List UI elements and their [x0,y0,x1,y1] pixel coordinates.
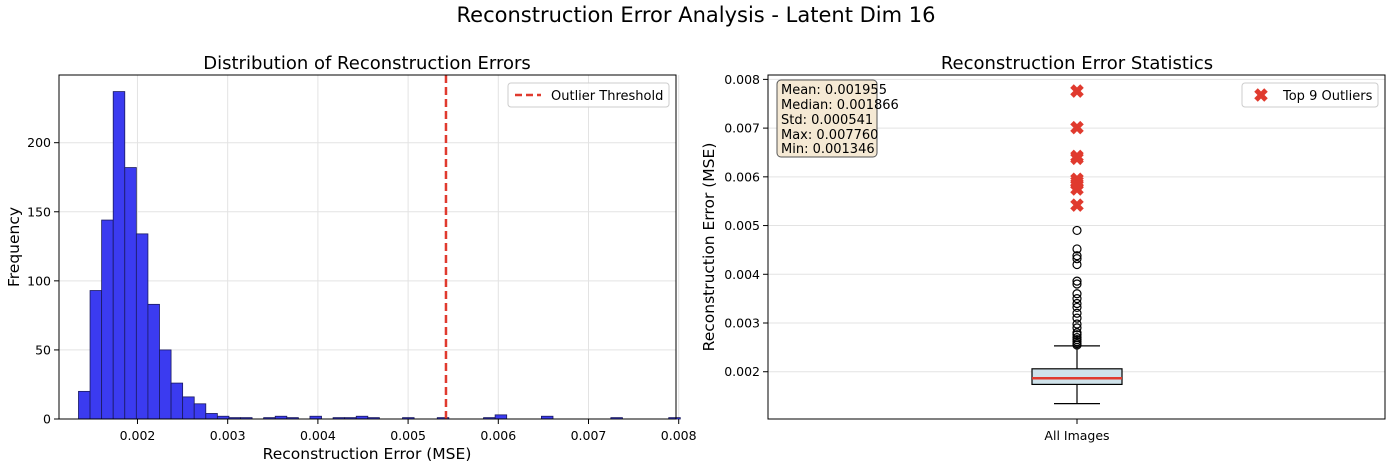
stat-max: Max: 0.007760 [781,128,878,143]
histogram-title: Distribution of Reconstruction Errors [203,53,531,74]
top-outlier-marker [1070,151,1084,166]
histogram-x-tick-label: 0.003 [210,428,246,443]
boxplot-y-tick-label: 0.006 [724,169,760,184]
top-outlier-marker [1070,84,1084,98]
histogram-bar [89,290,103,420]
stat-median: Median: 0.001866 [781,98,899,113]
histogram-x-tick-label: 0.007 [571,428,607,443]
histogram-y-tick-label: 150 [27,204,51,219]
top-outlier-marker [1070,182,1084,196]
boxplot-panel: Reconstruction Error Statistics 0.0020.0… [700,53,1386,443]
boxplot-y-tick-label: 0.004 [724,267,760,282]
flier-point [1072,302,1082,313]
flier-point [1072,323,1082,333]
flier-point [1072,289,1082,299]
histogram-y-tick-label: 100 [27,273,51,288]
histogram-legend: Outlier Threshold [507,82,670,108]
histogram-bar [193,403,207,420]
histogram-bar [78,390,91,420]
boxplot-y-tick-label: 0.002 [724,364,760,379]
histogram-y-tick-label: 0 [43,412,51,427]
boxplot-y-tick-label: 0.007 [724,121,760,136]
boxplot-box [1031,345,1123,405]
stat-mean: Mean: 0.001955 [781,83,887,98]
boxplot-y-axis-label: Reconstruction Error (MSE) [700,143,718,352]
histogram-bar [101,219,114,420]
outlier-legend-swatch [1254,88,1268,102]
interquartile-box [1031,368,1123,386]
flier-point [1072,251,1082,261]
top-outlier-marker [1070,198,1084,212]
boxplot-y-tick-label: 0.005 [724,218,760,233]
flier-point [1072,259,1082,270]
histogram-y-tick-label: 50 [35,342,51,357]
stats-textbox: Mean: 0.001955 Median: 0.001866 Std: 0.0… [776,79,899,158]
flier-point [1072,298,1082,309]
top-outlier-markers [1070,84,1084,212]
flier-point [1072,319,1082,329]
histogram-x-tick-label: 0.006 [480,428,516,443]
histogram-bars [78,91,681,420]
flier-point [1072,279,1082,289]
flier-point [1072,294,1082,304]
flier-point [1072,254,1082,264]
histogram-bar [205,413,218,420]
histogram-grid [59,75,680,420]
boxplot-category-label: All Images [1044,428,1109,443]
histogram-bar [170,382,184,420]
threshold-legend-label: Outlier Threshold [551,89,663,104]
histogram-x-tick-label: 0.002 [120,428,156,443]
flier-point [1072,225,1082,236]
histogram-bar [159,349,172,420]
stat-std: Std: 0.000541 [781,113,873,128]
flier-point [1072,276,1082,286]
histogram-x-ticks: 0.002 0.003 0.004 0.005 0.006 0.007 0.008 [120,419,697,443]
histogram-y-ticks: 0 50 100 150 200 [27,135,59,427]
histogram-x-tick-label: 0.005 [390,428,426,443]
boxplot-y-tick-label: 0.003 [724,316,760,331]
histogram-y-tick-label: 200 [27,135,51,150]
histogram-bar [494,414,508,420]
histogram-axes-frame [58,74,677,420]
histogram-legend-box [507,82,670,108]
histogram-bar [135,233,149,420]
histogram-x-tick-label: 0.004 [300,428,336,443]
top-outlier-marker [1070,120,1084,135]
flier-point [1072,308,1082,318]
histogram-bar [112,91,126,420]
figure-suptitle: Reconstruction Error Analysis - Latent D… [457,3,936,27]
boxplot-legend: Top 9 Outliers [1241,82,1379,108]
outlier-legend-label: Top 9 Outliers [1282,89,1373,104]
flier-point [1072,328,1082,338]
boxplot-legend-box [1241,82,1379,108]
histogram-bar [147,303,160,420]
histogram-x-tick-label: 0.008 [661,428,697,443]
flier-point [1072,244,1082,254]
outlier-legend-marker [1254,88,1268,102]
flier-point [1072,313,1082,323]
stat-min: Min: 0.001346 [781,142,875,157]
flier-point [1072,333,1082,343]
boxplot-fliers [1072,225,1082,350]
histogram-x-axis-label: Reconstruction Error (MSE) [263,445,472,463]
boxplot-y-ticks: 0.002 0.003 0.004 0.005 0.006 0.007 0.008 [724,72,768,379]
histogram-y-axis-label: Frequency [5,207,23,287]
histogram-bar [182,396,195,420]
boxplot-title: Reconstruction Error Statistics [941,53,1213,74]
histogram-panel: Distribution of Reconstruction Errors 0.… [5,53,697,463]
histogram-bar [124,167,137,420]
boxplot-y-tick-label: 0.008 [724,72,760,87]
stats-box-background [776,79,878,158]
